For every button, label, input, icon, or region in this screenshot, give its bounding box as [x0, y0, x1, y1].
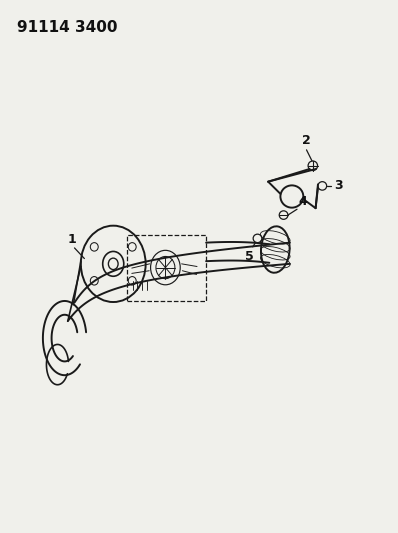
Text: 5: 5 [245, 249, 254, 263]
Bar [127, 235, 206, 301]
Text: 1: 1 [67, 233, 76, 246]
Text: 2: 2 [302, 134, 311, 147]
Text: 4: 4 [298, 195, 307, 208]
Text: 91114 3400: 91114 3400 [17, 20, 118, 35]
Text: 3: 3 [334, 180, 343, 192]
